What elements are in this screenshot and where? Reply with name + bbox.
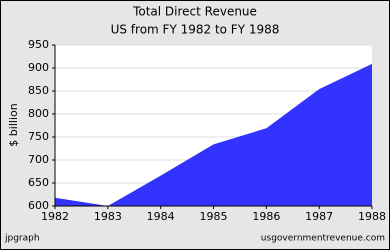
- y-tick-label: 850: [28, 84, 49, 97]
- y-tick-label: 950: [28, 38, 49, 51]
- credit: usgovernmentrevenue.com: [261, 234, 385, 244]
- y-axis-label: $ billion: [7, 103, 20, 146]
- x-tick-label: 1984: [147, 210, 175, 223]
- y-tick-label: 900: [28, 61, 49, 74]
- y-tick-label: 750: [28, 130, 49, 143]
- y-tick-label: 800: [28, 107, 49, 120]
- x-tick-label: 1985: [200, 210, 228, 223]
- y-tick-label: 600: [28, 199, 49, 212]
- x-tick-label: 1988: [358, 210, 386, 223]
- credit: jpgraph: [4, 234, 40, 244]
- chart-title: Total Direct Revenue: [132, 5, 257, 19]
- y-tick-label: 700: [28, 153, 49, 166]
- y-tick-label: 650: [28, 176, 49, 189]
- chart-subtitle: US from FY 1982 to FY 1988: [111, 23, 280, 37]
- x-tick-label: 1983: [94, 210, 122, 223]
- area: [55, 63, 372, 206]
- x-tick-label: 1982: [41, 210, 69, 223]
- x-tick-label: 1987: [305, 210, 333, 223]
- x-tick-label: 1986: [252, 210, 280, 223]
